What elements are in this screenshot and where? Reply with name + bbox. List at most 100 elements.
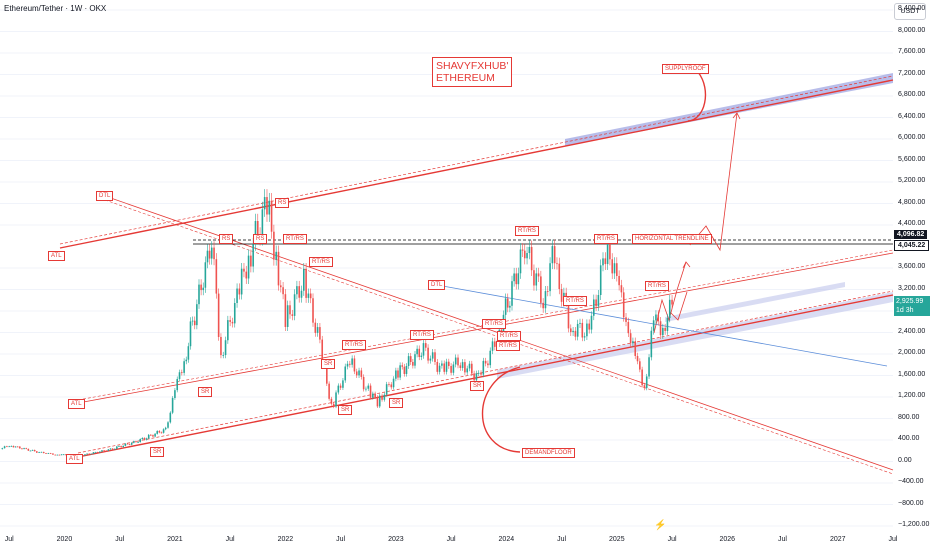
candle-body [445,361,448,372]
atl-mid-dashed [77,249,894,401]
candle-body [542,302,544,309]
projection-arrow-c [732,112,741,120]
candle-body [551,246,554,264]
atl-bottom-line [77,294,894,458]
candle-body [528,246,531,254]
candle-body [233,302,236,324]
y-axis-label: 800.00 [898,413,920,421]
candle-body [395,370,397,379]
candle-body [154,433,156,437]
candle-body [58,454,61,456]
candle-body [107,449,110,451]
candle-body [275,251,277,260]
brand-line-2: ETHEREUM [436,72,495,84]
candle-body [567,302,570,329]
candle-body [599,265,602,295]
candle-body [328,383,330,399]
y-axis-label: 2,000.00 [898,349,926,356]
candle-body [300,290,303,298]
candle-body [438,365,441,372]
candle-body [273,231,275,260]
candle-body [128,444,131,445]
candle-body [355,371,358,376]
candle-body [602,258,604,266]
candle-body [178,372,181,379]
candle-body [604,258,607,265]
brand-line-1: SHAVYFXHUB' [436,60,509,72]
candle-body [344,366,347,381]
candle-body [282,287,284,295]
x-axis-label: Jul [667,536,677,543]
candle-body [189,321,192,347]
candle-body [383,394,386,400]
candle-body [461,362,464,368]
candle-body [588,323,590,330]
candle-body [367,385,370,389]
candle-body [270,200,273,232]
x-axis-label: 2024 [498,536,515,543]
candle-body [120,445,122,448]
candle-body [427,347,429,361]
candle-body [639,361,641,370]
candle-body [279,285,282,288]
candle-body [122,445,125,448]
rs-tag: RS [253,234,268,244]
candle-body [227,320,229,341]
candle-body [489,350,492,366]
candle-body [436,361,439,372]
candle-body [537,273,540,277]
x-axis-label: 2025 [609,536,625,543]
candle-body [569,328,572,333]
atl-tag-top: ATL [48,251,65,261]
candle-body [25,448,28,449]
candle-body [574,330,577,337]
candle-body [549,263,551,292]
rtrs-tag: RT/RS [283,234,307,244]
candle-body [303,268,305,291]
x-axis-label: 2022 [277,536,294,543]
candle-body [358,370,360,376]
candle-body [162,429,165,433]
candle-body [484,360,487,364]
candle-body [321,339,324,364]
candle-body [307,293,310,298]
candle-body [544,291,547,309]
candle-body [648,357,650,377]
candle-body [111,448,114,450]
sr-tag: SR [389,398,404,408]
candle-body [360,370,363,377]
candle-body [277,251,280,286]
candle-body [137,442,139,443]
candle-body [506,298,509,308]
candle-body [326,362,328,384]
currency-selector[interactable]: USDT [894,3,926,20]
candle-body [482,360,485,375]
candle-body [634,341,637,356]
x-axis-label: Jul [446,536,456,543]
candle-body [254,221,257,245]
candle-body [429,358,432,361]
rtrs-tag: RT/RS [594,234,618,244]
candle-body [422,343,425,356]
candle-body [204,262,207,288]
candle-body [606,243,609,265]
x-axis-label: Jul [888,536,898,543]
candle-body [403,366,406,374]
candle-body [193,320,196,326]
candle-body [655,314,657,321]
y-axis-label: 0.00 [898,456,912,464]
flash-icon[interactable]: ⚡ [654,520,667,531]
candle-body [650,330,653,358]
candle-body [643,385,646,389]
candle-body [572,330,574,333]
candle-body [19,446,21,449]
demandfloor-connector [481,366,521,453]
candle-body [401,365,404,367]
candle-body [169,412,172,423]
candle-body [29,450,32,452]
x-axis-label: 2026 [719,536,736,543]
candle-body [198,284,200,305]
candle-body [52,453,54,455]
candle-body [378,395,381,407]
candle-body [145,438,148,440]
